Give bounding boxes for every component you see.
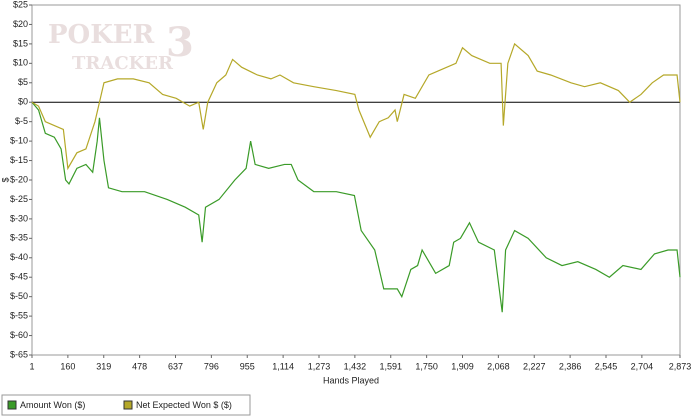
y-tick-label: $-45 — [10, 272, 28, 282]
legend-label: Amount Won ($) — [20, 400, 85, 410]
y-tick-label: $-5 — [15, 116, 28, 126]
x-tick-label: 955 — [240, 361, 255, 371]
x-tick-label: 2,873 — [669, 361, 692, 371]
legend-swatch — [7, 400, 17, 410]
x-tick-label: 1,909 — [451, 361, 474, 371]
x-tick-label: 478 — [132, 361, 147, 371]
series-line — [31, 101, 681, 313]
y-axis-label: $ — [0, 177, 10, 182]
y-tick-label: $-65 — [10, 349, 28, 359]
y-tick-label: $-50 — [10, 291, 28, 301]
y-tick-label: $5 — [18, 77, 28, 87]
x-tick-label: 1 — [29, 361, 34, 371]
watermark: TRACKER — [72, 53, 174, 74]
y-tick-label: $-60 — [10, 330, 28, 340]
y-tick-label: $10 — [13, 58, 28, 68]
x-tick-label: 637 — [168, 361, 183, 371]
y-tick-label: $-20 — [10, 174, 28, 184]
x-tick-label: 1,591 — [379, 361, 402, 371]
x-tick-label: 2,068 — [487, 361, 510, 371]
x-tick-label: 1,273 — [308, 361, 331, 371]
y-tick-label: $-55 — [10, 310, 28, 320]
legend-swatch — [123, 400, 133, 410]
x-tick-label: 160 — [60, 361, 75, 371]
x-tick-label: 2,704 — [631, 361, 654, 371]
y-tick-label: $0 — [18, 97, 28, 107]
x-tick-label: 1,750 — [415, 361, 438, 371]
y-tick-label: $20 — [13, 19, 28, 29]
x-tick-label: 319 — [96, 361, 111, 371]
legend-label: Net Expected Won $ ($) — [136, 400, 232, 410]
x-tick-label: 1,432 — [344, 361, 367, 371]
y-tick-label: $-25 — [10, 194, 28, 204]
x-tick-label: 2,227 — [523, 361, 546, 371]
x-tick-label: 2,386 — [559, 361, 582, 371]
y-tick-label: $-15 — [10, 155, 28, 165]
y-tick-label: $-10 — [10, 135, 28, 145]
watermark: 3 — [166, 19, 194, 66]
x-tick-label: 796 — [204, 361, 219, 371]
x-tick-label: 1,114 — [272, 361, 294, 371]
watermark: POKER — [48, 20, 155, 50]
series-line — [31, 42, 681, 171]
y-tick-label: $25 — [13, 0, 28, 9]
x-tick-label: 2,545 — [595, 361, 618, 371]
x-axis-label: Hands Played — [323, 375, 379, 385]
y-tick-label: $-30 — [10, 213, 28, 223]
y-tick-label: $-40 — [10, 252, 28, 262]
y-tick-label: $-35 — [10, 233, 28, 243]
y-tick-label: $15 — [13, 38, 28, 48]
